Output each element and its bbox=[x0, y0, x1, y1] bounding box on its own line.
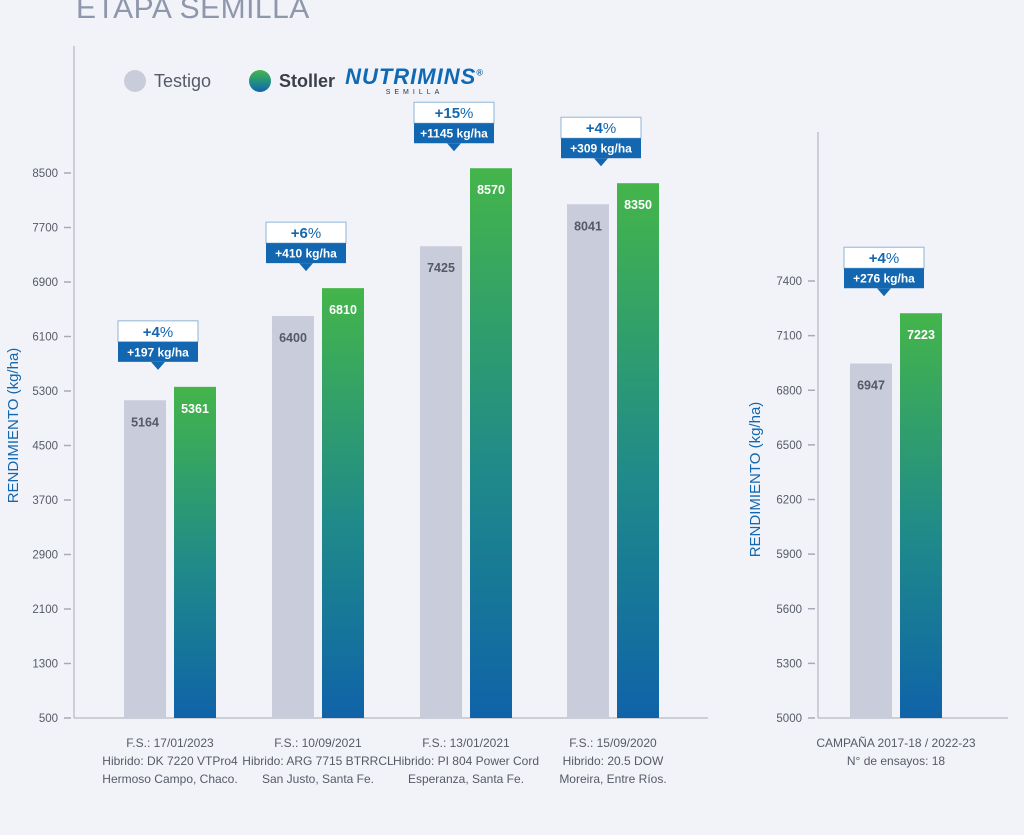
brand-name: NUTRIMINS bbox=[345, 64, 477, 89]
x-category-label: F.S.: 13/01/2021 bbox=[422, 736, 510, 750]
y-tick-label: 7700 bbox=[32, 223, 58, 235]
y-tick-label: 5900 bbox=[776, 549, 802, 561]
badge-kg-box bbox=[266, 243, 346, 264]
bar-testigo bbox=[850, 363, 892, 718]
page-title: ETAPA SEMILLA bbox=[76, 0, 310, 25]
badge-kg-text: +309 kg/ha bbox=[570, 142, 632, 156]
data-label-testigo: 6400 bbox=[279, 331, 307, 345]
bar-testigo bbox=[567, 204, 609, 718]
badge-kg-text: +410 kg/ha bbox=[275, 247, 337, 261]
badge-pct-text: +4% bbox=[143, 324, 173, 341]
badge-pointer bbox=[594, 158, 608, 167]
x-category-label: Hermoso Campo, Chaco. bbox=[102, 772, 237, 786]
bar-testigo bbox=[272, 316, 314, 718]
x-category-label: Hibrido: PI 804 Power Cord bbox=[393, 754, 539, 768]
badge-kg-text: +276 kg/ha bbox=[853, 272, 915, 286]
badge-kg-box bbox=[844, 268, 924, 289]
badge-pct-text: +4% bbox=[586, 120, 616, 137]
data-label-stoller: 6810 bbox=[329, 303, 357, 317]
y-tick-label: 5600 bbox=[776, 604, 802, 616]
badge-pointer bbox=[151, 361, 165, 370]
x-category-label: Hibrido: ARG 7715 BTRRCL bbox=[242, 754, 394, 768]
x-category-label: Hibrido: DK 7220 VTPro4 bbox=[102, 754, 238, 768]
legend-testigo-swatch bbox=[124, 70, 146, 92]
data-label-stoller: 5361 bbox=[181, 402, 209, 416]
badge-pct-text: +15% bbox=[435, 105, 474, 122]
y-tick-label: 5300 bbox=[776, 658, 802, 670]
x-category-label: Hibrido: 20.5 DOW bbox=[563, 754, 664, 768]
bar-stoller bbox=[900, 313, 942, 718]
y-tick-label: 6800 bbox=[776, 385, 802, 397]
y-tick-label: 4500 bbox=[32, 441, 58, 453]
y-tick-label: 6900 bbox=[32, 277, 58, 289]
legend-stoller-swatch bbox=[249, 70, 272, 92]
data-label-testigo: 8041 bbox=[574, 219, 602, 233]
y-tick-label: 5300 bbox=[32, 386, 58, 398]
bar-stoller bbox=[617, 183, 659, 718]
x-category-label: Moreira, Entre Ríos. bbox=[559, 772, 666, 786]
badge-pointer bbox=[447, 143, 461, 152]
y-tick-label: 500 bbox=[39, 713, 58, 725]
y-tick-label: 3700 bbox=[32, 495, 58, 507]
x-category-label: Esperanza, Santa Fe. bbox=[408, 772, 524, 786]
legend-testigo-label: Testigo bbox=[154, 70, 212, 91]
badge-kg-box bbox=[414, 123, 494, 144]
badge-kg-box bbox=[118, 341, 198, 362]
data-label-stoller: 7223 bbox=[907, 328, 935, 342]
data-label-testigo: 5164 bbox=[131, 415, 159, 429]
bar-stoller bbox=[174, 386, 216, 718]
data-label-testigo: 6947 bbox=[857, 378, 885, 392]
legend-stoller-label: Stoller bbox=[279, 70, 336, 91]
badge-kg-box bbox=[561, 138, 641, 159]
bar-testigo bbox=[124, 400, 166, 718]
bar-stoller bbox=[322, 288, 364, 718]
y-tick-label: 2100 bbox=[32, 604, 58, 616]
y-tick-label: 7400 bbox=[776, 276, 802, 288]
brand-mark: ® bbox=[476, 67, 484, 78]
x-category-label: San Justo, Santa Fe. bbox=[262, 772, 374, 786]
y-tick-label: 6500 bbox=[776, 440, 802, 452]
y-axis-label: RENDIMIENTO (kg/ha) bbox=[747, 402, 764, 558]
brand-logo: NUTRIMINS® SEMILLA bbox=[345, 64, 484, 97]
y-tick-label: 1300 bbox=[32, 659, 58, 671]
x-category-label: F.S.: 17/01/2023 bbox=[126, 736, 214, 750]
data-label-stoller: 8570 bbox=[477, 183, 505, 197]
x-category-label: N° de ensayos: 18 bbox=[847, 754, 946, 768]
y-tick-label: 6200 bbox=[776, 495, 802, 507]
y-tick-label: 7100 bbox=[776, 331, 802, 343]
badge-pointer bbox=[299, 263, 313, 272]
y-tick-label: 6100 bbox=[32, 332, 58, 344]
y-tick-label: 5000 bbox=[776, 713, 802, 725]
y-tick-label: 8500 bbox=[32, 168, 58, 180]
y-tick-label: 2900 bbox=[32, 550, 58, 562]
legend: Testigo Stoller NUTRIMINS® SEMILLA bbox=[124, 66, 484, 96]
brand-sub: SEMILLA bbox=[385, 89, 444, 96]
data-label-stoller: 8350 bbox=[624, 198, 652, 212]
badge-kg-text: +1145 kg/ha bbox=[420, 127, 488, 141]
bar-stoller bbox=[470, 168, 512, 718]
badge-kg-text: +197 kg/ha bbox=[127, 345, 189, 359]
badge-pointer bbox=[877, 288, 891, 297]
data-label-testigo: 7425 bbox=[427, 261, 455, 275]
y-axis-label: RENDIMIENTO (kg/ha) bbox=[5, 348, 22, 504]
x-category-label: CAMPAÑA 2017-18 / 2022-23 bbox=[816, 736, 976, 750]
badge-pct-text: +6% bbox=[291, 225, 321, 242]
badge-pct-text: +4% bbox=[869, 250, 899, 267]
bar-testigo bbox=[420, 246, 462, 718]
x-category-label: F.S.: 15/09/2020 bbox=[569, 736, 657, 750]
x-category-label: F.S.: 10/09/2021 bbox=[274, 736, 362, 750]
